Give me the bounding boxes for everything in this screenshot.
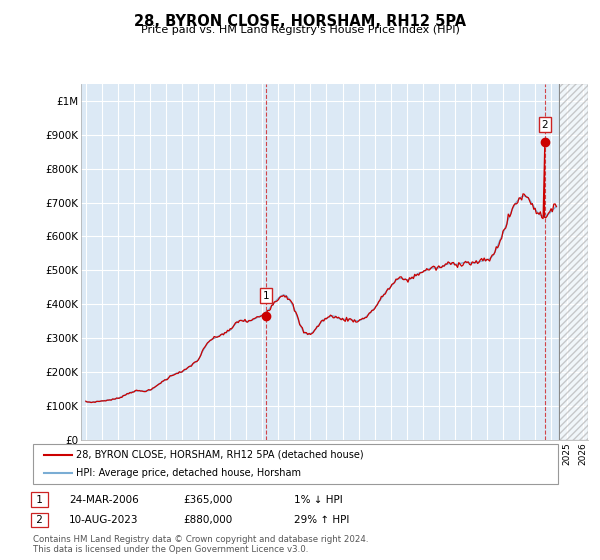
Bar — [559, 84, 588, 440]
Text: £880,000: £880,000 — [183, 515, 232, 525]
Text: 10-AUG-2023: 10-AUG-2023 — [69, 515, 139, 525]
Text: 28, BYRON CLOSE, HORSHAM, RH12 5PA (detached house): 28, BYRON CLOSE, HORSHAM, RH12 5PA (deta… — [76, 450, 364, 460]
Text: 1: 1 — [263, 291, 269, 301]
Text: HPI: Average price, detached house, Horsham: HPI: Average price, detached house, Hors… — [76, 468, 301, 478]
Text: 28, BYRON CLOSE, HORSHAM, RH12 5PA: 28, BYRON CLOSE, HORSHAM, RH12 5PA — [134, 14, 466, 29]
Text: Price paid vs. HM Land Registry's House Price Index (HPI): Price paid vs. HM Land Registry's House … — [140, 25, 460, 35]
Text: 2: 2 — [33, 515, 46, 525]
Text: 2: 2 — [542, 120, 548, 130]
Text: £365,000: £365,000 — [183, 494, 232, 505]
Text: Contains HM Land Registry data © Crown copyright and database right 2024.
This d: Contains HM Land Registry data © Crown c… — [33, 535, 368, 554]
Text: 24-MAR-2006: 24-MAR-2006 — [69, 494, 139, 505]
Text: 29% ↑ HPI: 29% ↑ HPI — [294, 515, 349, 525]
Text: 1: 1 — [33, 494, 46, 505]
Text: 1% ↓ HPI: 1% ↓ HPI — [294, 494, 343, 505]
